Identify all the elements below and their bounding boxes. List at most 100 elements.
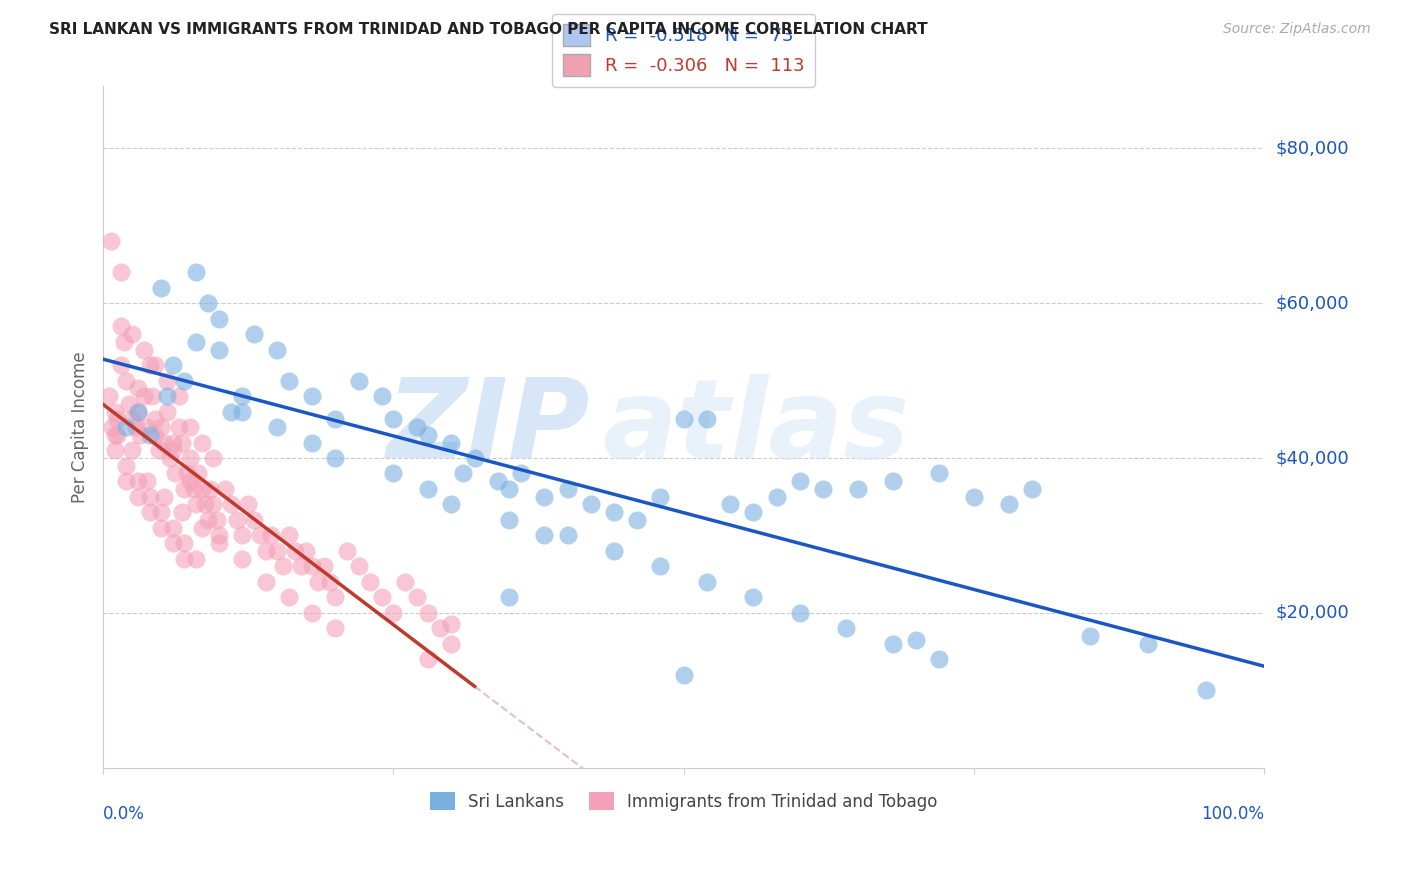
Text: $20,000: $20,000 xyxy=(1275,604,1350,622)
Point xyxy=(208,311,231,326)
Point xyxy=(138,358,160,372)
Point xyxy=(963,490,986,504)
Point xyxy=(145,412,167,426)
Point xyxy=(191,521,214,535)
Point xyxy=(121,412,143,426)
Point xyxy=(405,591,427,605)
Point xyxy=(394,574,416,589)
Point xyxy=(198,482,221,496)
Point xyxy=(184,498,207,512)
Point xyxy=(1021,482,1043,496)
Point xyxy=(156,404,179,418)
Point xyxy=(219,404,242,418)
Text: $80,000: $80,000 xyxy=(1275,139,1350,157)
Point xyxy=(127,381,149,395)
Text: SRI LANKAN VS IMMIGRANTS FROM TRINIDAD AND TOBAGO PER CAPITA INCOME CORRELATION : SRI LANKAN VS IMMIGRANTS FROM TRINIDAD A… xyxy=(49,22,928,37)
Point xyxy=(184,265,207,279)
Point xyxy=(464,450,486,465)
Point xyxy=(243,513,266,527)
Point xyxy=(325,591,347,605)
Point xyxy=(202,450,225,465)
Point xyxy=(882,637,904,651)
Point xyxy=(179,474,201,488)
Point xyxy=(97,389,120,403)
Point xyxy=(336,544,359,558)
Point xyxy=(156,374,179,388)
Point xyxy=(742,591,765,605)
Point xyxy=(231,528,253,542)
Point xyxy=(162,521,184,535)
Point xyxy=(260,528,283,542)
Point xyxy=(440,435,463,450)
Point xyxy=(603,544,626,558)
Point xyxy=(650,559,672,574)
Point xyxy=(718,498,741,512)
Point xyxy=(325,450,347,465)
Point xyxy=(266,343,288,357)
Point xyxy=(1137,637,1160,651)
Point xyxy=(626,513,648,527)
Point xyxy=(440,498,463,512)
Point xyxy=(165,467,187,481)
Point xyxy=(486,474,509,488)
Point xyxy=(231,389,253,403)
Point xyxy=(243,327,266,342)
Point xyxy=(105,427,128,442)
Point xyxy=(1195,683,1218,698)
Point xyxy=(138,490,160,504)
Point xyxy=(429,621,451,635)
Point xyxy=(533,490,555,504)
Point xyxy=(451,467,474,481)
Point xyxy=(162,536,184,550)
Legend: Sri Lankans, Immigrants from Trinidad and Tobago: Sri Lankans, Immigrants from Trinidad an… xyxy=(423,786,945,817)
Point xyxy=(231,404,253,418)
Point xyxy=(579,498,602,512)
Point xyxy=(127,474,149,488)
Point xyxy=(129,427,152,442)
Point xyxy=(173,374,195,388)
Point xyxy=(132,343,155,357)
Point xyxy=(121,327,143,342)
Point xyxy=(696,574,718,589)
Point xyxy=(208,528,231,542)
Point xyxy=(197,296,219,310)
Point xyxy=(150,505,173,519)
Point xyxy=(307,574,329,589)
Point xyxy=(440,617,463,632)
Point xyxy=(121,443,143,458)
Point xyxy=(191,482,214,496)
Point xyxy=(202,498,225,512)
Point xyxy=(112,334,135,349)
Point xyxy=(249,528,271,542)
Point xyxy=(167,420,190,434)
Point xyxy=(266,420,288,434)
Point xyxy=(167,389,190,403)
Point xyxy=(271,559,294,574)
Point xyxy=(184,551,207,566)
Point xyxy=(172,435,194,450)
Text: atlas: atlas xyxy=(602,374,910,481)
Point xyxy=(173,536,195,550)
Point xyxy=(418,652,440,666)
Text: 100.0%: 100.0% xyxy=(1201,805,1264,823)
Point xyxy=(173,551,195,566)
Point xyxy=(846,482,869,496)
Point xyxy=(101,420,124,434)
Point xyxy=(325,412,347,426)
Point xyxy=(742,505,765,519)
Point xyxy=(205,513,228,527)
Point xyxy=(152,435,174,450)
Point xyxy=(312,559,335,574)
Point xyxy=(382,412,405,426)
Point xyxy=(510,467,533,481)
Point xyxy=(382,467,405,481)
Point xyxy=(440,637,463,651)
Text: Source: ZipAtlas.com: Source: ZipAtlas.com xyxy=(1223,22,1371,37)
Point xyxy=(498,591,520,605)
Point xyxy=(277,528,299,542)
Point xyxy=(132,389,155,403)
Point xyxy=(405,420,427,434)
Point xyxy=(650,490,672,504)
Point xyxy=(187,467,209,481)
Point xyxy=(277,374,299,388)
